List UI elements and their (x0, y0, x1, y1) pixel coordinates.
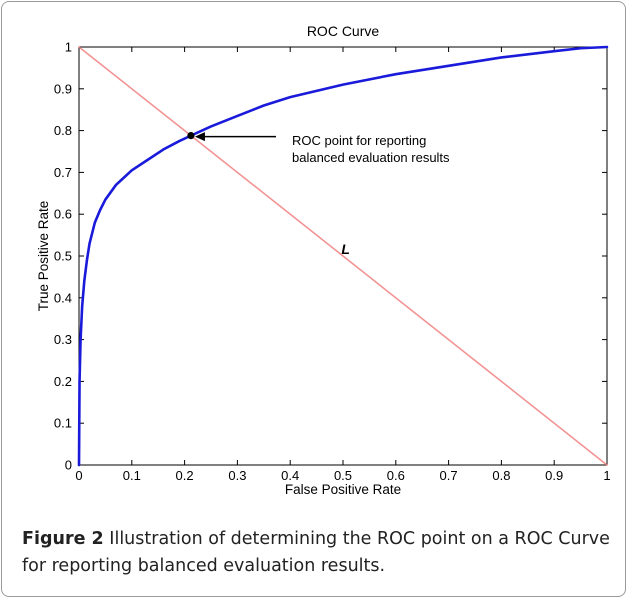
x-axis-label: False Positive Rate (285, 482, 401, 497)
y-tick-label: 0.8 (54, 123, 72, 138)
caption-text: Illustration of determining the ROC poin… (22, 529, 610, 576)
y-tick-label: 0.5 (54, 249, 72, 264)
y-tick-label: 0.9 (54, 81, 72, 96)
x-tick-label: 0.8 (492, 468, 510, 483)
x-tick-label: 0.6 (387, 468, 405, 483)
annotation-line: ROC point for reporting (292, 133, 426, 148)
chart-title: ROC Curve (307, 23, 380, 39)
x-tick-label: 0 (75, 468, 82, 483)
x-tick-label: 0.3 (228, 468, 246, 483)
series-layer (77, 45, 609, 467)
x-tick-label: 0.7 (440, 468, 458, 483)
caption-label: Figure 2 (22, 529, 104, 549)
axes: 0 0.1 0.2 0.3 0.4 0.5 0.6 0.7 0.8 0.9 1 0 0.1 0.2 0.3 0… (54, 40, 611, 484)
y-tick-label: 0 (65, 458, 72, 473)
x-tick-label: 1 (603, 468, 610, 483)
x-tick-label: 0.5 (334, 468, 352, 483)
x-tick-label: 0.1 (123, 468, 141, 483)
roc-point-marker (187, 132, 195, 140)
figure-caption: Figure 2 Illustration of determining the… (22, 526, 612, 580)
roc-curve-line (77, 45, 609, 467)
y-tick-label: 0.7 (54, 165, 72, 180)
y-tick-label: 0.1 (54, 416, 72, 431)
y-tick-label: 0.3 (54, 332, 72, 347)
y-tick-label: 1 (65, 40, 72, 55)
x-tick-label: 0.9 (545, 468, 563, 483)
x-tick-label: 0.2 (176, 468, 194, 483)
diagonal-line-L (78, 46, 608, 466)
y-tick-label: 0.6 (54, 207, 72, 222)
y-tick-label: 0.4 (54, 290, 72, 305)
y-axis-label: True Positive Rate (36, 201, 51, 312)
annotations: ROC point for reporting balanced evaluati… (187, 132, 450, 257)
y-tick-label: 0.2 (54, 374, 72, 389)
annotation-arrow-head (194, 132, 205, 142)
x-tick-label: 0.4 (281, 468, 299, 483)
annotation-line: balanced evaluation results (292, 150, 450, 165)
diagonal-label-L: L (341, 241, 350, 257)
roc-point-annotation: ROC point for reporting balanced evaluati… (292, 133, 450, 165)
